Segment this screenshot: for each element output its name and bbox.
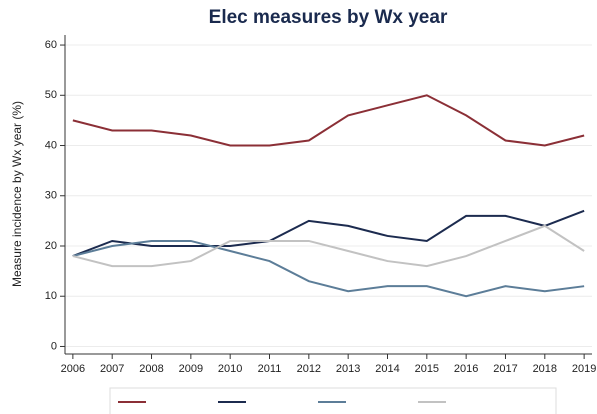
y-tick-label: 30	[45, 190, 57, 202]
x-tick-label: 2013	[336, 363, 360, 375]
x-tick-label: 2019	[572, 363, 596, 375]
y-tick-label: 50	[45, 89, 57, 101]
x-tick-label: 2010	[218, 363, 242, 375]
y-axis-label: Measure incidence by Wx year (%)	[10, 101, 24, 287]
y-tick-label: 10	[45, 290, 57, 302]
x-tick-label: 2007	[100, 363, 124, 375]
series-line	[72, 94, 585, 147]
x-tick-label: 2016	[454, 363, 478, 375]
x-tick-label: 2017	[493, 363, 517, 375]
x-tick-label: 2018	[533, 363, 557, 375]
x-tick-label: 2014	[375, 363, 399, 375]
y-tick-label: 60	[45, 39, 57, 51]
x-tick-label: 2015	[415, 363, 439, 375]
y-tick-label: 0	[51, 340, 57, 352]
chart-title: Elec measures by Wx year	[209, 7, 448, 28]
x-tick-label: 2011	[258, 363, 282, 375]
x-tick-label: 2006	[61, 363, 85, 375]
series-line	[72, 239, 585, 298]
y-tick-label: 40	[45, 139, 57, 151]
y-tick-label: 20	[45, 240, 57, 252]
x-tick-label: 2009	[179, 363, 203, 375]
x-tick-label: 2008	[139, 363, 163, 375]
series-line	[72, 209, 585, 257]
x-tick-label: 2012	[297, 363, 321, 375]
series-line	[72, 224, 585, 268]
